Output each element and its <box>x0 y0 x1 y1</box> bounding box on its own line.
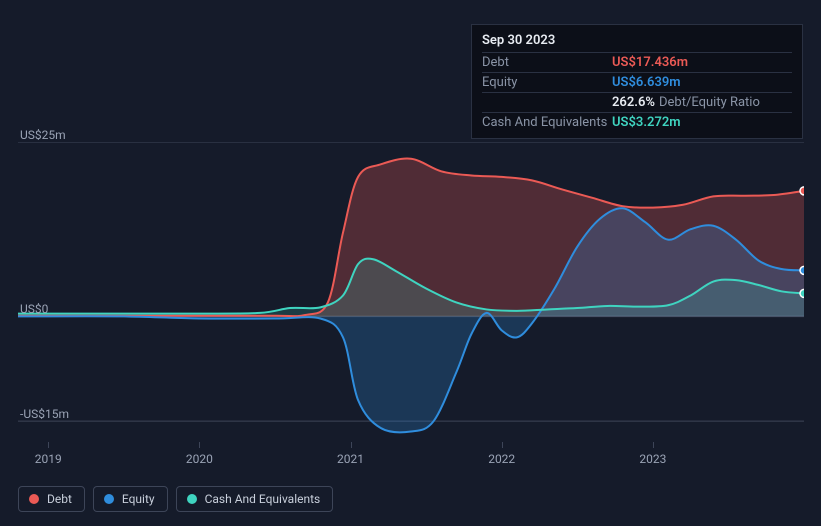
legend-label: Debt <box>47 492 72 506</box>
tooltip-row: DebtUS$17.436m <box>482 52 792 72</box>
x-axis-label: 2023 <box>639 452 666 466</box>
equity-end-marker <box>800 266 804 274</box>
tooltip-row-label: Cash And Equivalents <box>482 115 612 130</box>
legend-swatch <box>187 494 197 504</box>
y-axis-label: US$25m <box>20 128 66 142</box>
x-axis-tick <box>653 442 654 448</box>
legend-item-debt[interactable]: Debt <box>18 486 85 512</box>
chart-svg <box>18 142 804 442</box>
chart-tooltip: Sep 30 2023 DebtUS$17.436mEquityUS$6.639… <box>471 24 803 139</box>
tooltip-row-label: Equity <box>482 75 612 90</box>
x-axis-tick <box>502 442 503 448</box>
legend-swatch <box>104 494 114 504</box>
tooltip-row: 262.6%Debt/Equity Ratio <box>482 92 792 112</box>
tooltip-row: EquityUS$6.639m <box>482 72 792 92</box>
y-axis-label: -US$15m <box>20 407 69 421</box>
tooltip-row-value: US$3.272m <box>612 115 681 130</box>
cash-end-marker <box>800 289 804 297</box>
tooltip-row: Cash And EquivalentsUS$3.272m <box>482 112 792 132</box>
x-axis-tick <box>48 442 49 448</box>
tooltip-title: Sep 30 2023 <box>482 31 792 52</box>
x-axis-tick <box>351 442 352 448</box>
debt-end-marker <box>800 187 804 195</box>
legend-item-equity[interactable]: Equity <box>93 486 168 512</box>
x-axis-label: 2022 <box>488 452 515 466</box>
legend-label: Cash And Equivalents <box>205 492 321 506</box>
tooltip-row-value: US$6.639m <box>612 75 681 90</box>
chart-legend: Debt Equity Cash And Equivalents <box>18 486 333 512</box>
tooltip-row-value: US$17.436m <box>612 55 688 70</box>
x-axis-label: 2019 <box>35 452 62 466</box>
chart-plot-area <box>18 142 804 442</box>
tooltip-row-label <box>482 95 612 110</box>
legend-label: Equity <box>122 492 155 506</box>
x-axis-tick <box>199 442 200 448</box>
x-axis-label: 2020 <box>186 452 213 466</box>
y-axis-label: US$0 <box>20 302 48 316</box>
legend-swatch <box>29 494 39 504</box>
legend-item-cash[interactable]: Cash And Equivalents <box>176 486 334 512</box>
tooltip-row-sublabel: Debt/Equity Ratio <box>659 95 760 110</box>
x-axis-label: 2021 <box>337 452 364 466</box>
tooltip-row-label: Debt <box>482 55 612 70</box>
tooltip-row-value: 262.6%Debt/Equity Ratio <box>612 95 760 110</box>
